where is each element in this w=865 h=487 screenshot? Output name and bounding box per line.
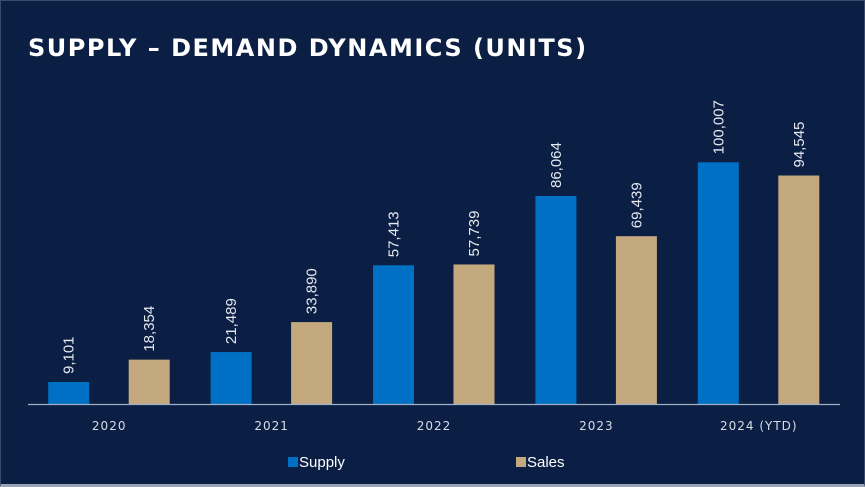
bar-supply-2020	[48, 382, 90, 404]
bar-sales-2021	[291, 322, 333, 404]
x-tick-label: 2021	[254, 419, 289, 433]
legend-swatch-sales	[516, 457, 526, 467]
bar-supply-2021	[210, 352, 252, 404]
bar-supply-2022	[373, 265, 414, 404]
x-tick-label: 2024 (YTD)	[720, 419, 798, 433]
data-label: 100,007	[710, 100, 727, 154]
bar-sales-2023	[615, 236, 657, 404]
data-label: 21,489	[223, 298, 240, 344]
legend-label-supply: Supply	[299, 454, 345, 471]
bar-supply-2024	[697, 162, 739, 404]
x-tick-label: 2023	[579, 419, 614, 433]
data-label: 57,739	[466, 211, 483, 257]
data-label: 57,413	[386, 211, 403, 257]
chart-title: SUPPLY – DEMAND DYNAMICS (UNITS)	[28, 34, 588, 62]
data-label: 9,101	[61, 336, 78, 374]
bar-supply-2023	[535, 196, 577, 404]
data-label: 69,439	[628, 182, 645, 228]
legend-label-sales: Sales	[527, 454, 565, 471]
legend-swatch-supply	[288, 457, 298, 467]
bar-sales-2022	[453, 264, 495, 404]
data-label: 33,890	[304, 268, 321, 314]
bar-sales-2020	[128, 359, 170, 404]
x-tick-label: 2020	[92, 419, 127, 433]
x-tick-label: 2022	[417, 419, 452, 433]
data-label: 94,545	[791, 122, 808, 168]
data-label: 86,064	[548, 142, 565, 188]
data-label: 18,354	[141, 306, 158, 352]
bar-sales-2024	[778, 175, 820, 404]
